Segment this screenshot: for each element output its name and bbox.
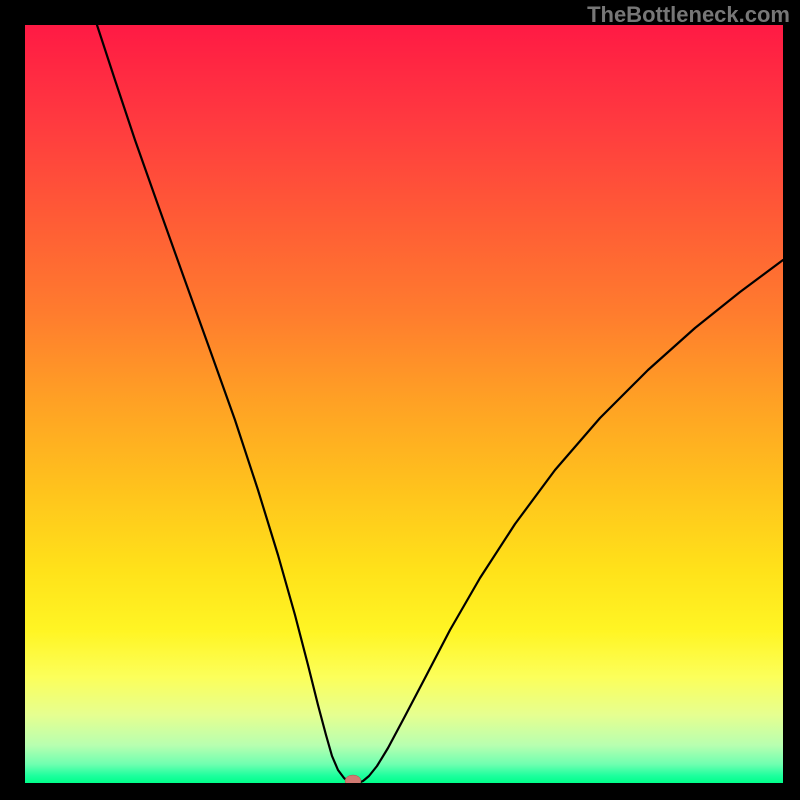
watermark-text: TheBottleneck.com (587, 2, 790, 28)
optimal-point-marker (345, 775, 361, 787)
plot-background (25, 25, 783, 783)
chart-container: TheBottleneck.com (0, 0, 800, 800)
bottleneck-chart (0, 0, 800, 800)
